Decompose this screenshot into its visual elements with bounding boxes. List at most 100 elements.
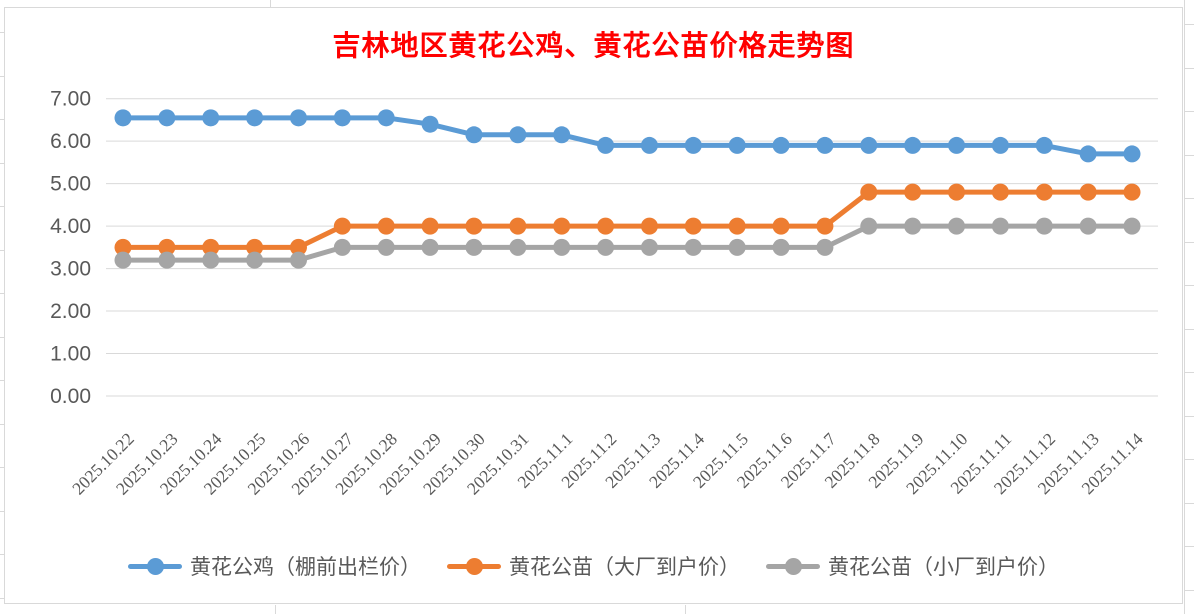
worksheet-row-gridline xyxy=(0,32,4,33)
data-point xyxy=(860,183,878,201)
data-point xyxy=(597,136,615,154)
worksheet-row-gridline xyxy=(1185,546,1194,547)
worksheet-row-gridline xyxy=(1185,198,1194,199)
data-point xyxy=(377,238,395,256)
data-point xyxy=(202,109,220,127)
worksheet-row-gridline xyxy=(0,119,4,120)
series-line xyxy=(120,223,1135,263)
data-point xyxy=(772,217,790,235)
worksheet-row-gridline xyxy=(0,163,4,164)
legend-item: 黄花公苗（小厂到户价） xyxy=(766,551,1059,581)
legend-label: 黄花公苗（大厂到户价） xyxy=(509,555,740,579)
worksheet-row-gridline xyxy=(0,511,4,512)
data-point xyxy=(509,126,527,144)
data-point xyxy=(1035,136,1053,154)
x-axis-labels: 2025.10.222025.10.232025.10.242025.10.25… xyxy=(68,429,1147,499)
series-line xyxy=(120,189,1135,250)
worksheet-row-gridline xyxy=(1185,329,1194,330)
data-point xyxy=(465,217,483,235)
worksheet-row-gridline xyxy=(0,250,4,251)
data-point xyxy=(377,217,395,235)
legend-item: 黄花公苗（大厂到户价） xyxy=(447,551,740,581)
y-tick-label: 7.00 xyxy=(50,88,91,111)
worksheet-row-gridline xyxy=(1185,24,1194,25)
data-point xyxy=(421,115,439,133)
worksheet-row-gridline xyxy=(0,206,4,207)
worksheet-row-gridline xyxy=(0,598,4,599)
data-point xyxy=(991,183,1009,201)
data-point xyxy=(421,238,439,256)
legend-line-marker-icon xyxy=(447,557,501,575)
worksheet-row-gridline xyxy=(1185,459,1194,460)
data-point xyxy=(333,238,351,256)
data-point xyxy=(816,238,834,256)
worksheet-row-gridline xyxy=(0,467,4,468)
data-point xyxy=(904,136,922,154)
worksheet-column-gridline xyxy=(275,605,276,614)
data-point xyxy=(158,251,176,269)
price-trend-line-chart: 0.00 1.00 2.00 3.00 4.00 5.00 6.00 7.00 2025.10.… xyxy=(50,88,1158,499)
data-point xyxy=(553,238,571,256)
data-point xyxy=(158,109,176,127)
worksheet-row-gridline xyxy=(1185,503,1194,504)
data-point xyxy=(246,238,264,256)
data-point xyxy=(816,217,834,235)
legend-marker-dot xyxy=(466,557,483,575)
data-point xyxy=(684,217,702,235)
worksheet-row-gridline xyxy=(1185,68,1194,69)
worksheet-row-gridline xyxy=(0,380,4,381)
data-point xyxy=(904,217,922,235)
worksheet-column-gridline xyxy=(685,605,686,614)
series-黄花公苗（大厂到户价） xyxy=(114,183,1141,256)
data-point xyxy=(421,217,439,235)
data-point xyxy=(772,136,790,154)
data-point xyxy=(904,183,922,201)
data-point xyxy=(1079,145,1097,163)
data-point xyxy=(1123,183,1141,201)
y-tick-label: 6.00 xyxy=(50,130,91,153)
chart-title: 吉林地区黄花公鸡、黄花公苗价格走势图 xyxy=(332,31,855,62)
worksheet-column-gridline xyxy=(270,0,271,7)
worksheet-row-gridline xyxy=(1185,416,1194,417)
chart-legend: 黄花公鸡（棚前出栏价） 黄花公苗（大厂到户价） 黄花公苗（小厂到户价） xyxy=(5,551,1182,581)
data-point xyxy=(728,217,746,235)
data-point xyxy=(1123,145,1141,163)
worksheet-row-gridline xyxy=(1185,285,1194,286)
worksheet-row-gridline xyxy=(1185,590,1194,591)
data-point xyxy=(1079,183,1097,201)
data-point xyxy=(772,238,790,256)
y-tick-label: 4.00 xyxy=(50,215,91,238)
data-point xyxy=(728,136,746,154)
chart-object[interactable]: 吉林地区黄花公鸡、黄花公苗价格走势图 0.00 1.00 2.00 3.00 4.00 5… xyxy=(4,7,1183,604)
worksheet-row-gridline xyxy=(1185,372,1194,373)
data-point xyxy=(684,238,702,256)
data-point xyxy=(289,251,307,269)
y-axis-labels: 0.00 1.00 2.00 3.00 4.00 5.00 6.00 7.00 xyxy=(50,88,91,408)
legend-label: 黄花公鸡（棚前出栏价） xyxy=(190,555,421,579)
data-point xyxy=(728,238,746,256)
worksheet-row-gridline xyxy=(0,76,4,77)
legend-marker-dot xyxy=(785,557,802,575)
data-point xyxy=(333,217,351,235)
data-point xyxy=(684,136,702,154)
data-point xyxy=(114,109,132,127)
data-point xyxy=(640,217,658,235)
worksheet-row-gridline xyxy=(1185,155,1194,156)
worksheet-row-gridline xyxy=(0,554,4,555)
worksheet-row-gridline xyxy=(1185,242,1194,243)
data-point xyxy=(553,126,571,144)
worksheet-column-gridline xyxy=(1184,0,1185,614)
y-gridlines xyxy=(106,98,1158,397)
data-point xyxy=(1035,217,1053,235)
legend-label: 黄花公苗（小厂到户价） xyxy=(828,555,1059,579)
data-point xyxy=(991,136,1009,154)
y-tick-label: 5.00 xyxy=(50,173,91,196)
series-黄花公苗（小厂到户价） xyxy=(114,217,1141,269)
data-point xyxy=(246,251,264,269)
data-point xyxy=(246,109,264,127)
y-tick-label: 0.00 xyxy=(50,385,91,408)
data-point xyxy=(114,251,132,269)
data-point xyxy=(948,217,966,235)
data-point xyxy=(289,109,307,127)
